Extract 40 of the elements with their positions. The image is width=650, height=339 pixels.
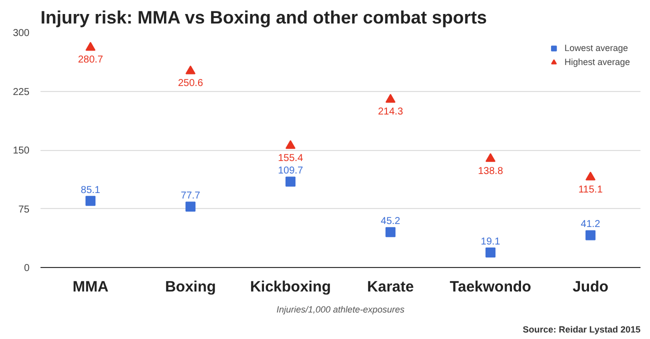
point — [386, 227, 396, 238]
data-label: 280.7 — [78, 54, 104, 66]
y-tick-label: 225 — [12, 86, 30, 98]
x-tick-label: MMA — [72, 278, 109, 296]
point — [86, 196, 96, 206]
legend-label: Lowest average — [564, 42, 628, 54]
data-label: 155.4 — [278, 152, 304, 164]
y-tick-label: 300 — [12, 28, 30, 39]
y-tick-label: 75 — [18, 204, 30, 216]
data-label: 214.3 — [378, 106, 404, 118]
x-tick-label: Boxing — [165, 278, 216, 296]
x-axis-title: Injuries/1,000 athlete-exposures — [276, 304, 406, 314]
data-label: 250.6 — [178, 78, 204, 90]
point — [86, 42, 96, 51]
source-note: Source: Reidar Lystad 2015 — [522, 324, 640, 334]
data-label: 115.1 — [578, 184, 604, 196]
chart-title: Injury risk: MMA vs Boxing and other combat sports — [40, 8, 487, 28]
data-label: 138.8 — [478, 166, 504, 177]
point — [286, 140, 296, 149]
x-tick-label: Judo — [572, 278, 608, 296]
legend-label: Highest average — [564, 56, 630, 68]
point — [286, 176, 296, 187]
data-label: 19.1 — [480, 236, 501, 248]
data-label: 85.1 — [80, 184, 101, 196]
point — [586, 230, 596, 240]
point — [486, 153, 496, 162]
data-label: 45.2 — [380, 216, 401, 228]
data-label: 41.2 — [580, 219, 601, 230]
point — [486, 248, 496, 258]
point — [186, 66, 196, 74]
point — [586, 172, 596, 180]
x-tick-label: Karate — [367, 278, 414, 296]
data-label: 77.7 — [180, 190, 201, 202]
point — [386, 94, 396, 103]
y-tick-label: 150 — [12, 146, 30, 156]
y-tick-label: 0 — [24, 263, 30, 274]
x-tick-label: Kickboxing — [250, 278, 331, 296]
x-tick-label: Taekwondo — [450, 278, 532, 296]
data-label: 109.7 — [278, 166, 304, 177]
point — [186, 202, 196, 212]
